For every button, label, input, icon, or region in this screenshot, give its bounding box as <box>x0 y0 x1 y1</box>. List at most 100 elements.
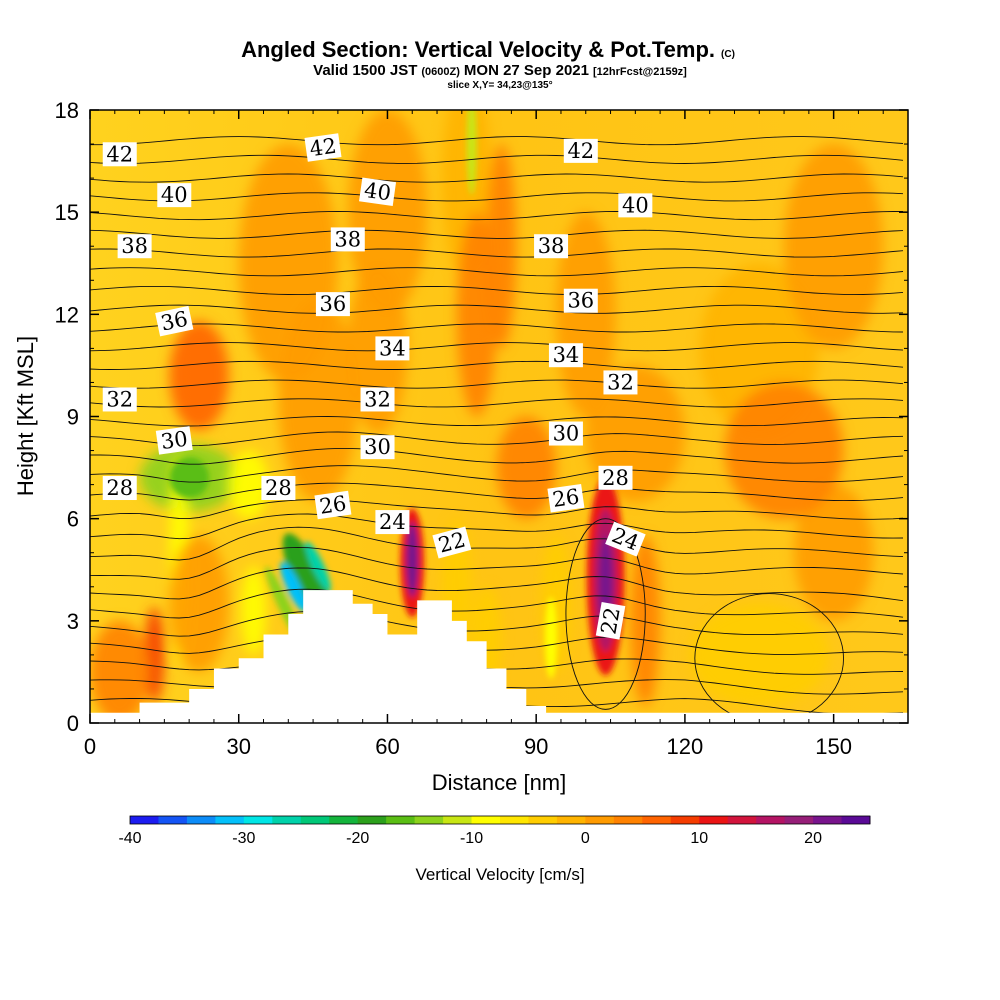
terrain-profile <box>90 590 908 723</box>
colorbar-swatch <box>727 816 757 824</box>
chart-title: Angled Section: Vertical Velocity & Pot.… <box>241 37 735 62</box>
contour-label-text: 26 <box>318 491 348 518</box>
isentrope-line <box>90 465 904 483</box>
colorbar-swatch <box>784 816 814 824</box>
colorbar-frame <box>129 815 871 825</box>
colorbar-swatch <box>130 816 159 824</box>
contour-label: 34 <box>375 336 410 361</box>
x-axis-label: Distance [nm] <box>432 770 567 795</box>
colorbar-swatch <box>300 816 330 824</box>
contour-label-text: 36 <box>159 307 190 336</box>
velocity-cell <box>496 416 557 519</box>
isentrope-line <box>90 323 904 333</box>
velocity-core <box>406 522 419 597</box>
contour-label-text: 28 <box>265 476 292 500</box>
isentrope-line <box>90 482 904 502</box>
x-tick-label: 120 <box>667 734 704 759</box>
contour-label: 40 <box>157 183 192 208</box>
colorbar-swatch <box>357 816 387 824</box>
contour-label-text: 32 <box>607 370 634 394</box>
contour-label: 36 <box>315 292 350 317</box>
contour-label-text: 28 <box>106 476 133 500</box>
contour-label: 42 <box>563 138 598 163</box>
isentrope-line <box>90 192 904 202</box>
y-tick-label: 12 <box>55 302 79 327</box>
contour-label: 32 <box>102 387 137 412</box>
contour-label: 38 <box>330 227 365 252</box>
colorbar-swatch <box>471 816 501 824</box>
contour-label-text: 32 <box>364 387 391 411</box>
contour-label: 30 <box>360 435 395 460</box>
contour-label: 40 <box>359 177 397 206</box>
contour-label-text: 38 <box>121 234 148 258</box>
contour-label: 38 <box>117 234 152 259</box>
colorbar-tick-label: -40 <box>118 830 141 847</box>
colorbar-title: Vertical Velocity [cm/s] <box>415 865 584 884</box>
contour-label: 30 <box>155 426 193 455</box>
isentrope-line <box>90 416 904 427</box>
isentrope-line <box>90 546 904 580</box>
colorbar-swatch <box>642 816 672 824</box>
velocity-cell <box>347 110 428 315</box>
colorbar-swatch <box>613 816 643 824</box>
x-tick-label: 150 <box>815 734 852 759</box>
velocity-core <box>305 541 331 592</box>
isentrope-line <box>90 304 904 314</box>
contour-label-text: 34 <box>379 336 406 360</box>
contour-label: 42 <box>304 133 342 162</box>
contour-label: 24 <box>605 521 646 557</box>
contour-label: 36 <box>563 288 598 313</box>
contour-label-text: 38 <box>538 234 565 258</box>
isentrope-line <box>90 633 904 655</box>
contour-label: 32 <box>603 370 638 395</box>
contour-label: 42 <box>102 142 137 167</box>
contour-label-text: 40 <box>622 193 649 217</box>
contour-label-text: 30 <box>159 427 189 454</box>
velocity-cell <box>724 382 844 519</box>
contour-label: 38 <box>534 234 569 259</box>
isentrope-line <box>90 526 904 561</box>
colorbar-swatch <box>243 816 273 824</box>
velocity-cell <box>689 603 829 706</box>
isentrope-line <box>90 499 904 520</box>
contour-label-text: 42 <box>106 142 133 166</box>
velocity-cell <box>486 144 517 349</box>
isentrope-line <box>90 136 904 146</box>
colorbar-swatch <box>756 816 786 824</box>
velocity-core <box>545 596 558 679</box>
velocity-core <box>466 110 477 196</box>
colorbar-swatch <box>699 816 729 824</box>
chart-slice-info: slice X,Y= 34,23@135° <box>447 80 552 91</box>
colorbar-swatch <box>443 816 473 824</box>
velocity-cell <box>784 144 884 349</box>
colorbar-swatch <box>158 816 188 824</box>
isentrope-line <box>90 610 904 637</box>
colorbar-tick-label: 0 <box>581 830 590 847</box>
velocity-core <box>280 561 307 612</box>
y-tick-label: 3 <box>67 609 79 634</box>
colorbar-swatch <box>813 816 843 824</box>
x-tick-label: 30 <box>226 734 250 759</box>
colorbar-swatch <box>186 816 216 824</box>
colorbar-tick-label: 10 <box>690 830 708 847</box>
y-tick-label: 0 <box>67 711 79 736</box>
contour-label: 28 <box>261 476 296 501</box>
colorbar-tick-label: 20 <box>804 830 822 847</box>
chart-valid-time: Valid 1500 JST (0600Z) MON 27 Sep 2021 [12h… <box>313 62 687 79</box>
isentrope-line <box>90 379 904 389</box>
contour-label: 24 <box>375 510 410 535</box>
y-tick-label: 6 <box>67 507 79 532</box>
isentrope-line <box>90 360 904 370</box>
contour-label-text: 40 <box>161 183 188 207</box>
colorbar: -40 -30 -20 -10 0 10 20 <box>118 815 871 847</box>
contour-label-text: 30 <box>364 435 391 459</box>
colorbar-swatch <box>386 816 416 824</box>
x-tick-label: 90 <box>524 734 548 759</box>
potential-temperature-contours <box>90 136 904 723</box>
contour-label: 40 <box>618 193 653 218</box>
isentrope-line <box>90 285 904 296</box>
colorbar-tick-label: -10 <box>460 830 483 847</box>
contour-label-text: 36 <box>320 292 347 316</box>
